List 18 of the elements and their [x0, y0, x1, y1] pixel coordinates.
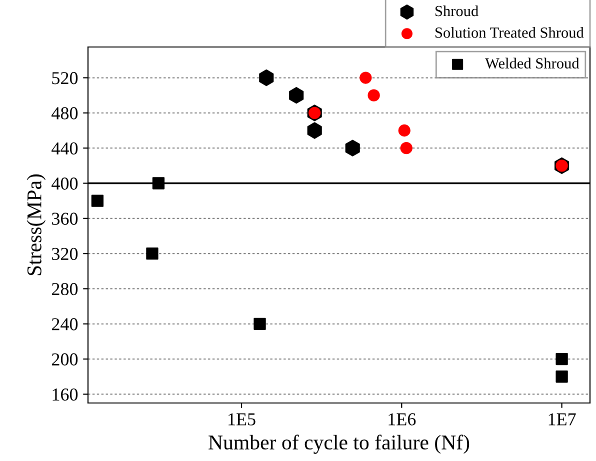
y-tick-label: 520: [52, 72, 78, 84]
legend-label: Shroud: [436, 5, 478, 16]
x-tick-label: 1E7: [548, 413, 576, 426]
x-tick-label: 1E5: [228, 413, 256, 426]
y-tick-label: 480: [52, 107, 78, 120]
y-tick-label: 440: [52, 142, 78, 155]
y-tick-label: 200: [52, 353, 78, 366]
y-tick-label: 160: [52, 388, 78, 401]
y-tick-label: 280: [52, 282, 78, 296]
y-axis-title: Stress(MPa): [26, 174, 46, 276]
y-tick-label: 360: [52, 212, 78, 225]
y-tick-label: 240: [52, 318, 78, 330]
y-tick-label: 320: [52, 248, 78, 260]
legend-label: Welded Shroud: [485, 58, 580, 69]
x-tick-label: 1E6: [388, 413, 416, 426]
x-axis-title: Number of cycle to failure (Nf): [208, 434, 470, 454]
y-tick-label: 400: [52, 178, 78, 190]
legend-label: Solution Treated Shroud: [436, 27, 584, 38]
